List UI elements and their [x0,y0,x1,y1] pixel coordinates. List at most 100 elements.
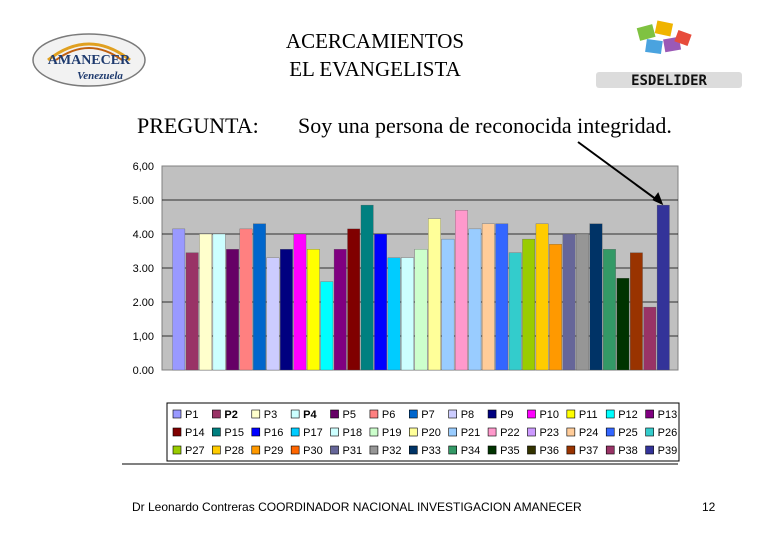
legend-swatch [212,409,221,419]
bar [212,233,226,371]
bar [293,233,307,371]
legend-label: P34 [461,445,481,457]
legend-label: P21 [461,427,481,439]
legend-label: P14 [185,427,205,439]
legend-label: P36 [539,445,559,457]
legend-label: P11 [579,409,598,421]
bar [603,249,616,371]
legend-swatch [605,445,615,455]
bar [239,228,253,371]
legend-swatch [369,409,379,419]
bar [414,249,428,371]
legend-label: P9 [500,409,513,421]
arrow-line [577,141,662,204]
bar [306,249,320,371]
legend-swatch [290,409,300,419]
legend-label: P35 [500,445,520,457]
legend-label: P2 [224,409,237,421]
legend-label: P24 [579,427,599,439]
legend-label: P33 [421,445,441,457]
legend-swatch [448,445,457,455]
legend-label: P4 [303,409,317,421]
bar [185,252,199,371]
y-tick-label: 3.00 [133,263,154,275]
legend-swatch [527,445,536,455]
legend-swatch [487,409,497,419]
page-number: 12 [702,500,716,514]
legend-swatch [290,445,300,455]
legend-swatch [448,427,457,437]
footer-text: Dr Leonardo Contreras COORDINADOR NACION… [132,500,582,514]
legend-swatch [212,445,221,455]
bar [643,306,657,371]
legend-swatch [566,427,576,437]
legend-swatch [487,427,497,437]
legend-swatch [409,445,418,455]
legend-label: P28 [224,445,244,457]
legend-label: P17 [303,427,323,439]
bar [616,278,630,371]
legend-swatch [645,427,654,437]
bar [562,233,576,371]
bar [347,228,361,371]
legend-swatch [212,427,221,437]
esdelider-logo: ESDELIDER [596,20,742,89]
question-text: Soy una persona de reconocida integridad… [298,113,672,138]
legend-swatch [251,445,261,455]
y-tick-label: 5.00 [133,195,154,207]
bar [481,223,495,371]
legend-swatch [645,445,654,455]
bar [441,238,455,371]
legend-swatch [369,445,379,455]
legend-label: P10 [539,409,559,421]
legend-label: P31 [343,445,363,457]
logo-right-text: ESDELIDER [631,73,707,89]
legend-swatch [605,427,615,437]
bar [280,249,293,371]
legend-swatch [251,427,261,437]
bar [374,233,387,371]
legend-label: P1 [185,409,198,421]
amanecer-logo: AMANECER Venezuela [32,33,146,87]
legend-swatch [409,427,418,437]
legend-label: P25 [618,427,638,439]
legend-label: P26 [658,427,678,439]
legend-swatch [251,409,261,419]
legend-swatch [448,409,457,419]
bar [387,257,401,371]
legend-label: P3 [264,409,277,421]
bar [360,204,374,371]
legend-label: P23 [539,427,559,439]
y-tick-label: 6,00 [133,161,154,173]
title-line-2: EL EVANGELISTA [289,57,461,81]
bar [522,238,536,371]
bar [320,281,334,371]
legend-label: P6 [382,409,395,421]
bar [226,249,239,371]
title-line-1: ACERCAMIENTOS [285,29,465,53]
bar [656,204,670,371]
legend-swatch [330,445,339,455]
legend-swatch [487,445,497,455]
logo-left-subtitle: Venezuela [77,70,123,82]
y-tick-label: 0.00 [133,365,154,377]
legend-label: P20 [421,427,441,439]
legend-swatch [172,427,182,437]
legend-label: P37 [579,445,599,457]
bar [333,249,347,371]
legend-label: P30 [303,445,323,457]
legend-swatch [527,409,536,419]
legend-swatch [330,409,339,419]
legend-label: P38 [618,445,638,457]
bar [549,244,562,371]
legend-label: P32 [382,445,402,457]
legend-label: P5 [343,409,356,421]
legend-swatch [290,427,300,437]
legend-swatch [527,427,536,437]
arrow-head-icon [652,192,664,206]
bar [468,228,482,371]
legend-label: P7 [421,409,434,421]
bar [576,233,589,371]
bar [495,223,509,371]
